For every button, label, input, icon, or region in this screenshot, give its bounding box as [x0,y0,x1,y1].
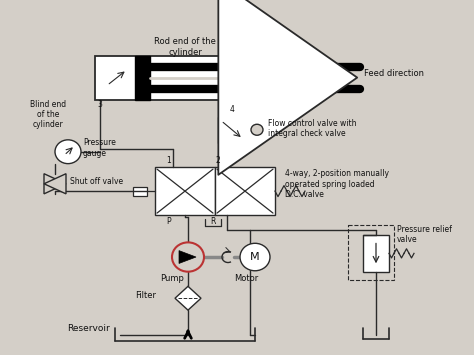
Text: Rod end of the
cylinder: Rod end of the cylinder [154,37,216,57]
Bar [218,117,246,143]
Text: Motor: Motor [234,273,258,283]
Text: 1: 1 [167,157,172,165]
Circle shape [251,124,263,135]
Text: 3: 3 [97,99,102,109]
Bar [135,56,150,99]
Text: Flow control valve with
integral check valve: Flow control valve with integral check v… [268,119,356,138]
Circle shape [240,243,270,271]
Text: 4-way, 2-position manually
operated spring loaded
D.C. valve: 4-way, 2-position manually operated spri… [285,169,389,199]
Polygon shape [44,174,66,194]
Circle shape [172,242,204,272]
Bar [133,186,147,196]
Text: Shut off valve: Shut off valve [70,176,123,186]
Bar [215,167,275,215]
Text: Feed direction: Feed direction [364,70,424,78]
Text: Pressure
gauge: Pressure gauge [83,138,116,158]
Text: Filter: Filter [135,291,156,300]
Bar [155,167,215,215]
Text: Blind end
of the
cylinder: Blind end of the cylinder [30,99,66,129]
Circle shape [55,140,81,164]
Bar [95,56,270,99]
Text: Pump: Pump [160,273,184,283]
Polygon shape [44,174,66,194]
Bar [363,235,389,272]
Text: 4: 4 [229,105,235,114]
Bar [348,225,394,280]
Text: 2: 2 [216,157,220,165]
Text: M: M [250,252,260,262]
Polygon shape [179,251,196,263]
Text: Reservoir: Reservoir [67,324,110,333]
Polygon shape [175,286,201,310]
Text: Pressure relief
valve: Pressure relief valve [397,225,452,244]
Text: P: P [167,217,171,226]
Text: R: R [210,217,216,226]
